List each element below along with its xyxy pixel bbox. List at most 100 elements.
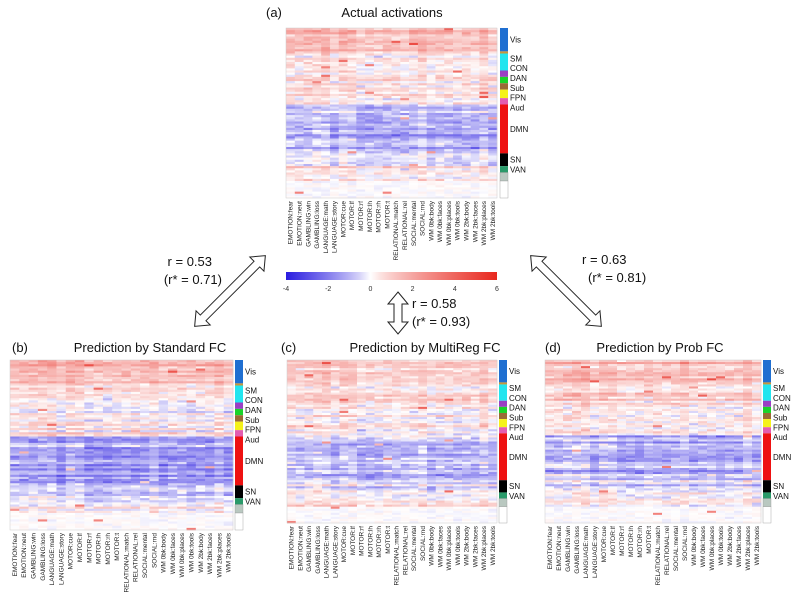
heatmap-cell (382, 45, 392, 48)
heatmap-cell (158, 419, 169, 422)
heatmap-cell (112, 383, 122, 386)
heatmap-cell (205, 440, 215, 444)
heatmap-cell (373, 172, 384, 175)
heatmap-cell (488, 119, 498, 122)
heatmap-cell (338, 136, 348, 139)
heatmap-cell (400, 142, 410, 146)
heatmap-cell (356, 104, 366, 107)
heatmap-cell (19, 398, 29, 401)
heatmap-cell (186, 415, 197, 418)
heatmap-cell (329, 89, 340, 93)
heatmap-cell (287, 396, 297, 400)
heatmap-cell (479, 382, 489, 385)
heatmap-cell (205, 517, 215, 520)
heatmap-cell (382, 83, 392, 86)
heatmap-cell (102, 483, 113, 486)
heatmap-cell (112, 462, 122, 465)
heatmap-cell (47, 366, 57, 369)
heatmap-cell (177, 476, 187, 480)
heatmap-cell (205, 468, 215, 471)
heatmap-cell (418, 362, 428, 365)
heatmap-cell (205, 385, 215, 388)
heatmap-cell (56, 411, 67, 414)
heatmap-cell (195, 500, 206, 503)
heatmap-cell (365, 32, 375, 35)
heatmap-cell (479, 28, 489, 31)
heatmap-cell (444, 127, 454, 131)
heatmap-cell (347, 62, 357, 65)
heatmap-cell (121, 377, 132, 380)
heatmap-cell (470, 89, 480, 93)
heatmap-cell (417, 104, 427, 107)
heatmap-cell (28, 442, 39, 446)
heatmap-cell (205, 364, 215, 367)
heatmap-cell (347, 36, 357, 39)
heatmap-cell (392, 388, 402, 391)
heatmap-cell (391, 74, 401, 78)
heatmap-cell (205, 491, 215, 495)
heatmap-cell (19, 483, 29, 486)
heatmap-cell (409, 51, 419, 54)
heatmap-cell (365, 151, 375, 154)
heatmap-cell (158, 385, 169, 388)
heatmap-cell (47, 360, 57, 363)
heatmap-cell (93, 400, 104, 403)
heatmap-cell (348, 402, 358, 406)
heatmap-cell (37, 496, 48, 499)
heatmap-cell (112, 379, 122, 382)
heatmap-cell (417, 153, 427, 156)
heatmap-cell (321, 98, 331, 101)
heatmap-cell (205, 521, 215, 524)
heatmap-cell (461, 193, 471, 197)
heatmap-cell (417, 195, 427, 199)
heatmap-cell (121, 398, 132, 401)
heatmap-cell (158, 411, 169, 414)
heatmap-cell (223, 366, 234, 369)
heatmap-cell (149, 449, 159, 452)
task-label: RELATIONAL:rel (402, 200, 409, 250)
heatmap-cell (330, 447, 340, 450)
heatmap-cell (462, 408, 472, 412)
heatmap-cell (10, 423, 20, 427)
heatmap-cell (214, 434, 225, 437)
heatmap-cell (312, 115, 322, 118)
heatmap-cell (365, 376, 375, 379)
heatmap-cell (365, 447, 375, 450)
heatmap-cell (84, 398, 94, 401)
heatmap-cell (400, 74, 410, 78)
heatmap-cell (286, 83, 296, 86)
heatmap-cell (488, 40, 498, 44)
heatmap-cell (140, 481, 150, 484)
heatmap-cell (140, 389, 150, 393)
heatmap-cell (295, 360, 305, 363)
heatmap-cell (121, 413, 132, 416)
heatmap-cell (286, 130, 296, 133)
heatmap-cell (453, 392, 463, 395)
heatmap-cell (167, 374, 178, 378)
heatmap-cell (357, 439, 367, 442)
heatmap-cell (223, 453, 234, 456)
heatmap-cell (321, 181, 331, 184)
heatmap-cell (56, 496, 67, 499)
heatmap-cell (374, 421, 384, 424)
heatmap-cell (400, 384, 410, 387)
heatmap-cell (479, 398, 489, 402)
heatmap-cell (149, 379, 159, 382)
heatmap-cell (409, 157, 419, 161)
heatmap-cell (409, 153, 419, 156)
heatmap-cell (102, 415, 113, 418)
heatmap-cell (470, 134, 480, 137)
heatmap-cell (488, 100, 498, 103)
heatmap-cell (130, 377, 141, 380)
heatmap-cell (158, 487, 169, 490)
heatmap-cell (112, 421, 122, 425)
network-segment (500, 70, 508, 77)
network-segment (500, 98, 508, 105)
heatmap-cell (409, 93, 419, 97)
heatmap-cell (365, 119, 375, 122)
heatmap-cell (205, 398, 215, 401)
heatmap-cell (461, 42, 471, 46)
heatmap-cell (102, 466, 113, 469)
heatmap-cell (37, 366, 48, 369)
heatmap-cell (348, 421, 358, 424)
